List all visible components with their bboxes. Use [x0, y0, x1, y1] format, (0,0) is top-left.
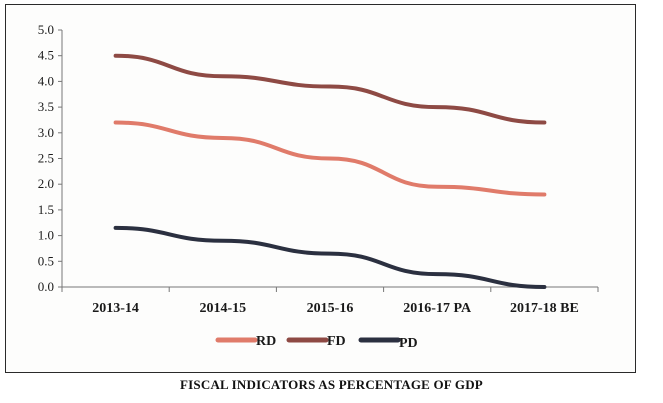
series-line-fd [113, 53, 547, 125]
y-tick-label: 3.5 [38, 99, 54, 114]
x-tick-label: 2016-17 PA [403, 301, 472, 316]
y-tick-label: 4.5 [38, 48, 54, 63]
y-axis-ticks: 0.0 0.5 1.0 1.5 2.0 2.5 3.0 3.5 4.0 4.5 5.0 [38, 22, 62, 294]
y-tick-label: 4.0 [38, 73, 54, 88]
series-lines [113, 53, 547, 289]
x-tick-label: 2013-14 [92, 301, 139, 316]
y-tick-label: 3.0 [38, 125, 54, 140]
legend-label-rd: RD [256, 334, 276, 349]
series-line-pd [113, 225, 547, 289]
y-tick-label: 2.5 [38, 151, 54, 166]
y-tick-label: 0.5 [38, 253, 54, 268]
legend-label-fd: FD [327, 334, 346, 349]
y-tick-label: 0.0 [38, 279, 54, 294]
line-chart: 0.0 0.5 1.0 1.5 2.0 2.5 3.0 3.5 4.0 4.5 5.0 2013-1… [38, 22, 599, 351]
series-line-rd [113, 120, 547, 197]
y-tick-label: 1.0 [38, 228, 54, 243]
chart-frame [5, 4, 636, 373]
x-tick-label: 2017-18 BE [510, 301, 579, 316]
legend-label-pd: PD [399, 336, 418, 351]
x-tick-label: 2014-15 [199, 301, 246, 316]
legend: RD FD PD [215, 334, 418, 351]
x-axis-ticks: 2013-14 2014-15 2015-16 2016-17 PA 2017-18 B… [61, 287, 599, 316]
y-tick-label: 2.0 [38, 176, 54, 191]
chart-title: FISCAL INDICATORS AS PERCENTAGE OF GDP [180, 377, 483, 392]
x-tick-label: 2015-16 [307, 301, 354, 316]
y-tick-label: 1.5 [38, 202, 54, 217]
y-tick-label: 5.0 [38, 22, 54, 37]
